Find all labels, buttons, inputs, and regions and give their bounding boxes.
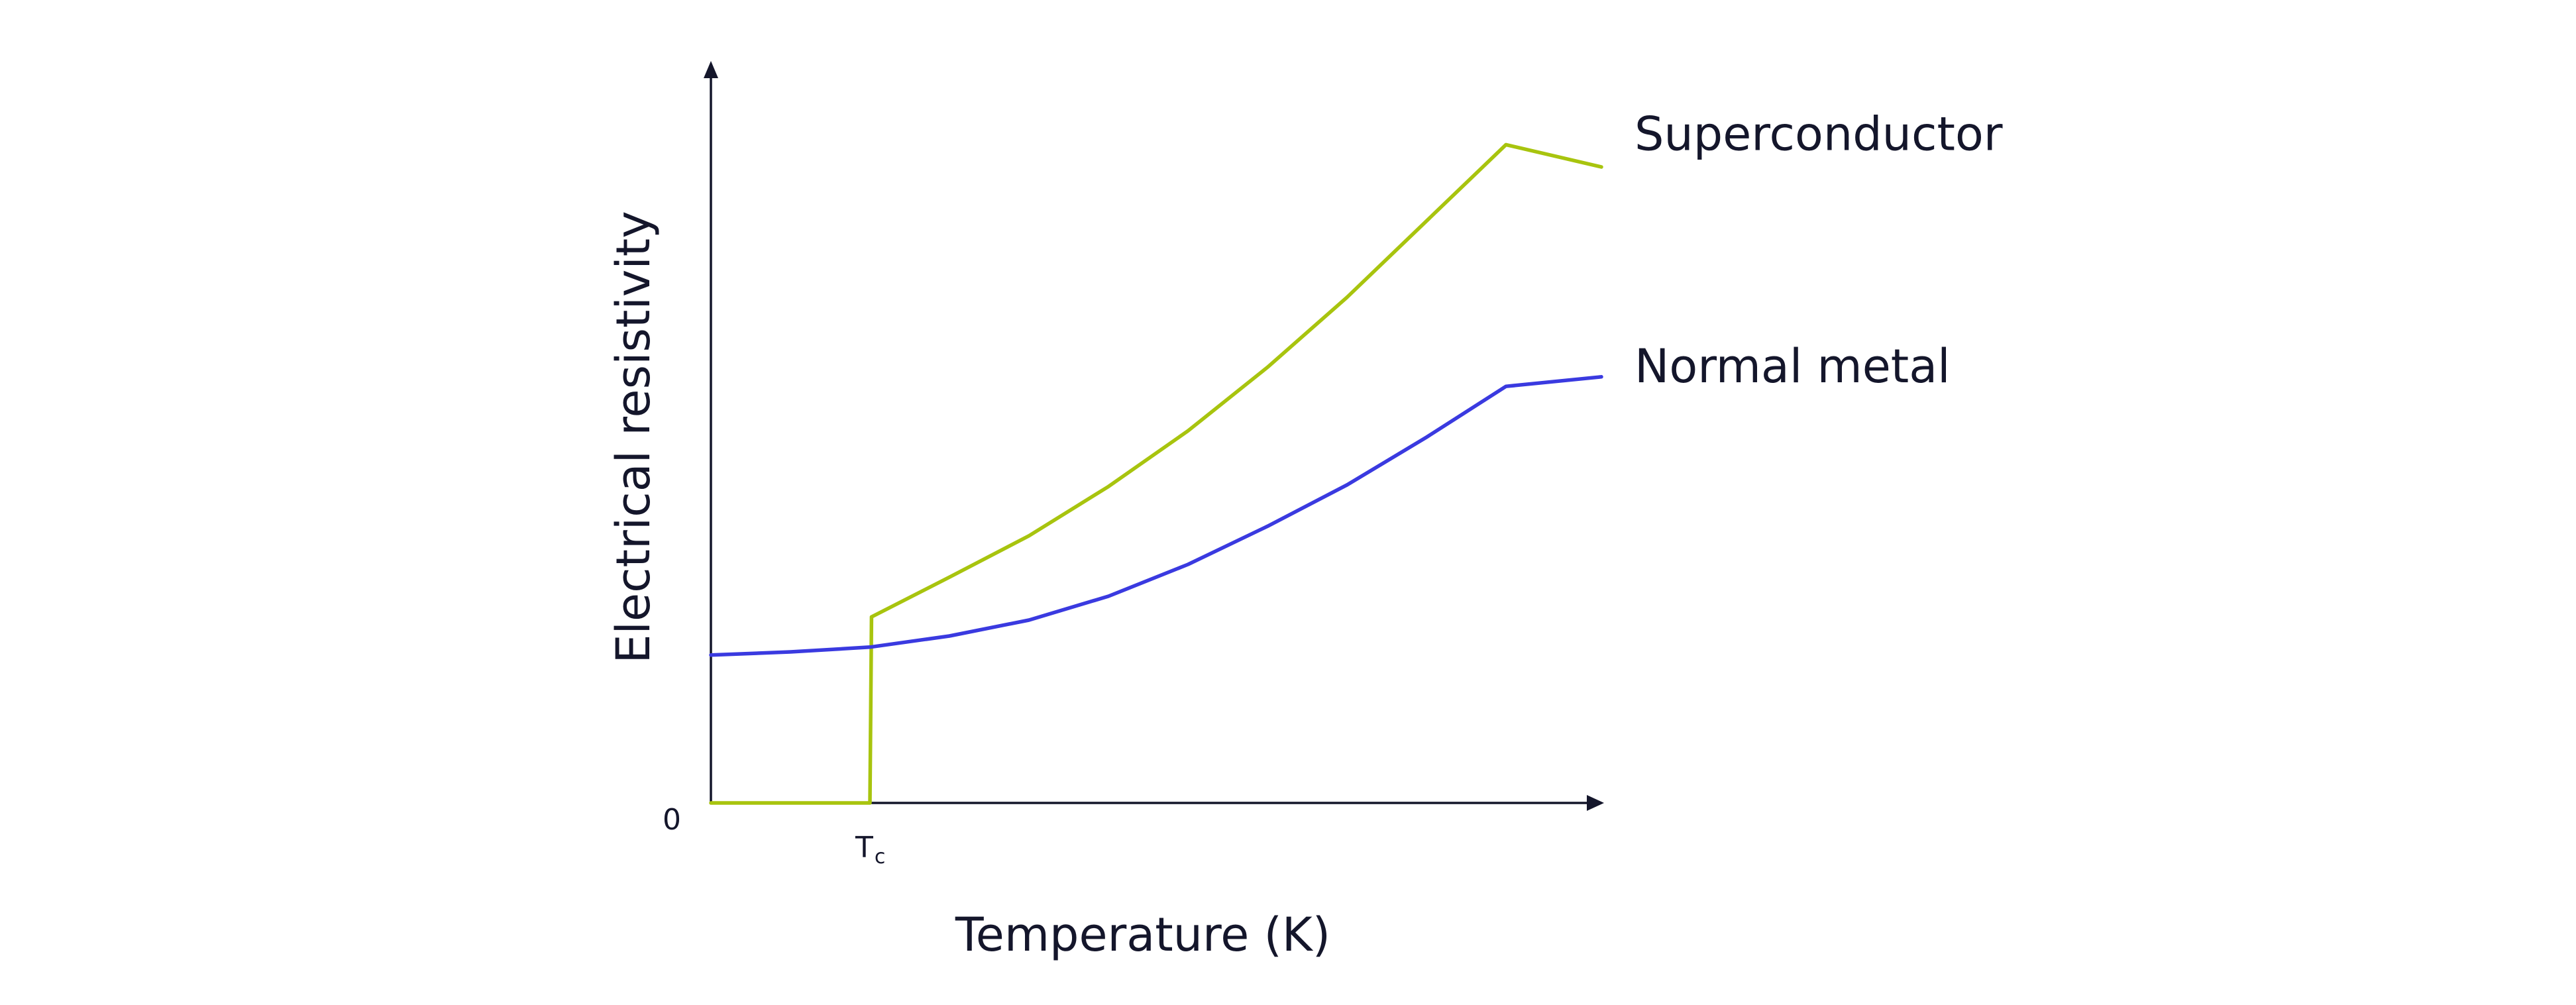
series-label-normal-metal: Normal metal [1635, 339, 1951, 394]
y-axis-label: Electrical resistivity [606, 211, 661, 663]
x-axis-label: Temperature (K) [955, 908, 1330, 962]
chart-labels-layer: Superconductor Normal metal 0 Tc Temperature… [606, 107, 2003, 962]
series-label-superconductor: Superconductor [1635, 107, 2003, 161]
series-line-superconductor [709, 142, 1603, 805]
x-axis-arrow [1587, 795, 1604, 811]
y-origin-tick: 0 [663, 803, 681, 837]
y-axis-arrow [704, 61, 718, 78]
chart-series-layer [709, 142, 1603, 805]
tc-tick: Tc [855, 831, 885, 869]
series-line-normal-metal [709, 375, 1603, 657]
chart-axes [704, 61, 1604, 811]
